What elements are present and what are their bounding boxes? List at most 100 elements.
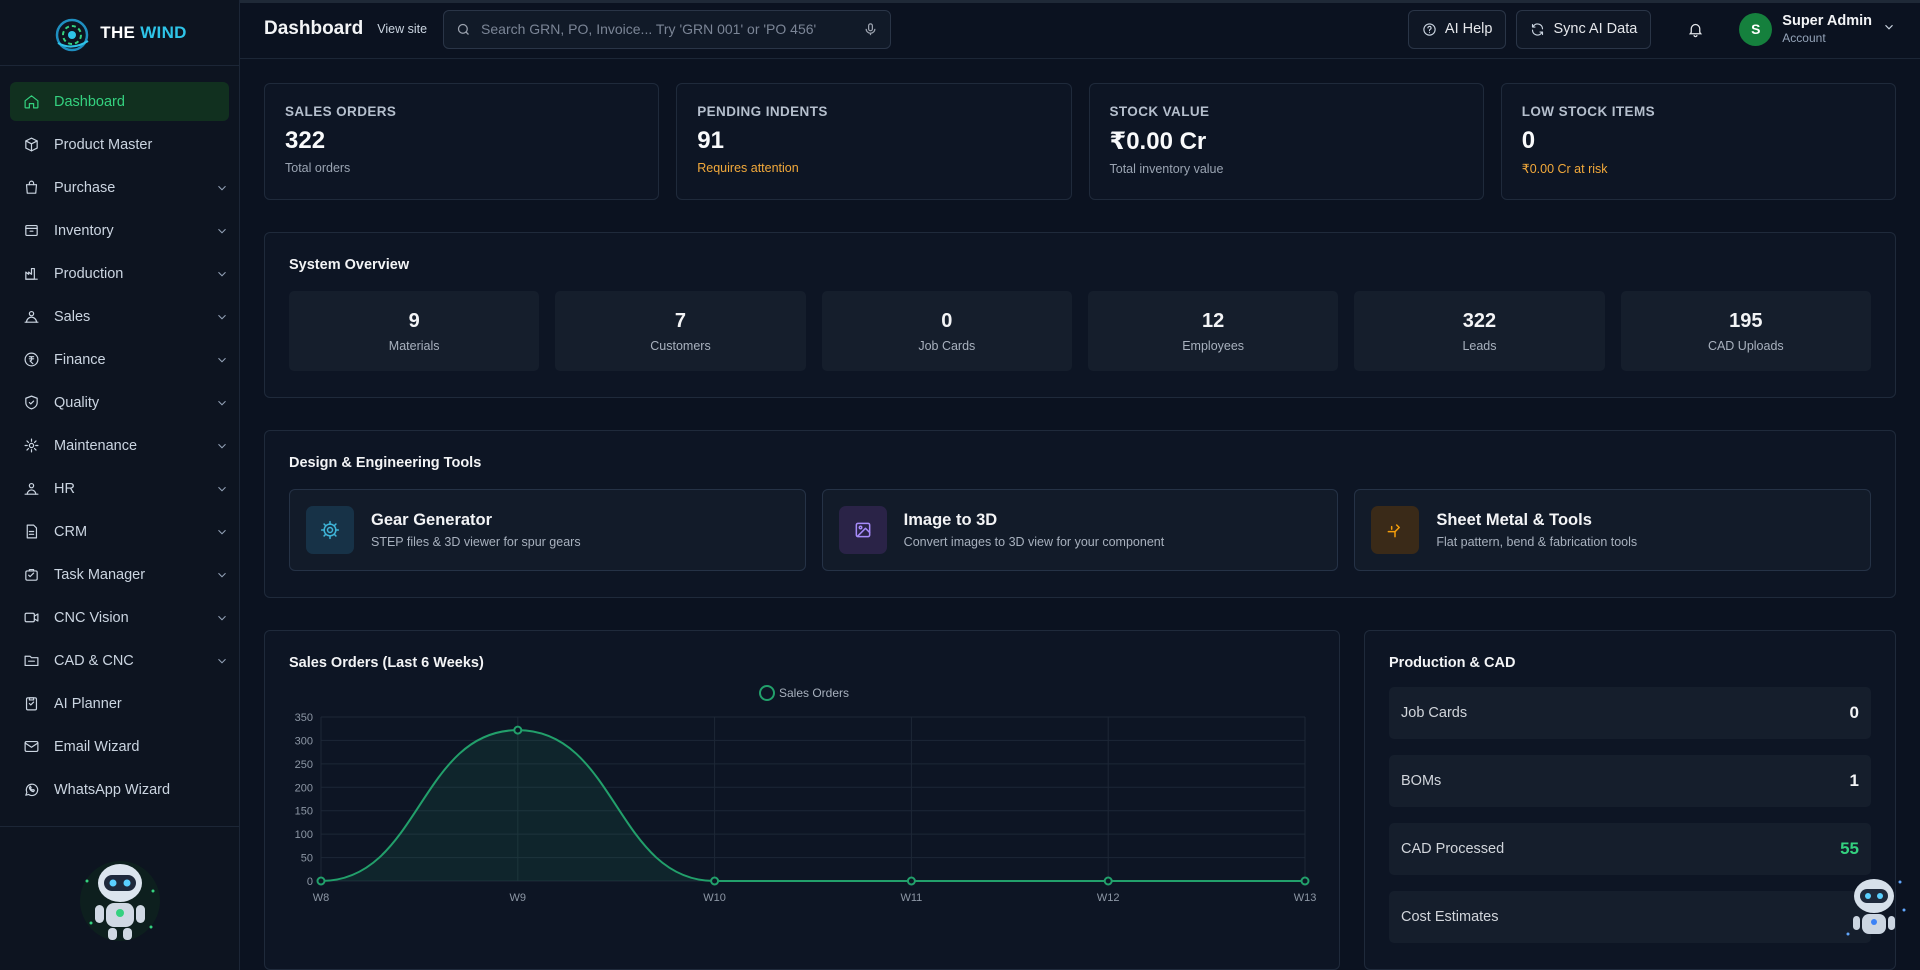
chevron-down-icon: [215, 654, 229, 668]
clipboard-icon: [22, 695, 40, 713]
stat-label: STOCK VALUE: [1109, 104, 1210, 119]
data-point: [1300, 876, 1310, 886]
tool-card-sheet-metal-tools[interactable]: Sheet Metal & Tools Flat pattern, bend & …: [1354, 489, 1872, 571]
x-tick-label: W9: [510, 892, 527, 904]
chevron-down-icon: [215, 439, 229, 453]
stat-card[interactable]: STOCK VALUE ₹0.00 Cr Total inventory value: [1088, 83, 1484, 200]
overview-label: CAD Uploads: [1707, 338, 1784, 353]
sidebar-item-cad-cnc[interactable]: CAD & CNC: [10, 641, 229, 680]
notifications-button[interactable]: [1675, 10, 1715, 49]
sidebar-item-production[interactable]: Production: [10, 254, 229, 293]
brand-name: THE WIND: [100, 23, 187, 42]
sidebar-item-hr[interactable]: HR: [10, 469, 229, 508]
overview-stat[interactable]: 7 Customers: [555, 291, 806, 371]
brand[interactable]: THE WIND: [0, 0, 239, 66]
sidebar-item-ai-planner[interactable]: AI Planner: [10, 684, 229, 723]
production-row[interactable]: Job Cards 0: [1389, 687, 1871, 739]
chevron-down-icon: [215, 396, 229, 410]
sales-chart: 0 50 100 150 200 250 300 350 W8 W9 W10 W11 W12 W13: [295, 712, 1317, 904]
search-box[interactable]: [443, 9, 892, 49]
chevron-down-icon: [215, 310, 229, 324]
overview-stat[interactable]: 9 Materials: [289, 291, 540, 371]
user-role: Account: [1782, 31, 1826, 45]
sidebar-item-label: Quality: [54, 394, 100, 411]
search-input[interactable]: [481, 21, 854, 37]
tool-title: Sheet Metal & Tools: [1436, 511, 1592, 529]
home-icon: [22, 93, 40, 111]
engineering-tools-panel: Design & Engineering Tools Gear Generato…: [264, 430, 1896, 598]
shield-check-icon: [22, 394, 40, 412]
user-name: Super Admin: [1782, 13, 1872, 29]
sidebar-item-crm[interactable]: CRM: [10, 512, 229, 551]
overview-stat[interactable]: 195 CAD Uploads: [1620, 291, 1871, 371]
stat-card[interactable]: LOW STOCK ITEMS 0 ₹0.00 Cr at risk: [1500, 83, 1896, 200]
ai-help-button[interactable]: AI Help: [1407, 9, 1507, 49]
sidebar-item-label: Dashboard: [54, 93, 125, 110]
main-area: Dashboard View site AI Help Sync AI Data: [240, 0, 1920, 970]
user-menu[interactable]: S Super Admin Account: [1739, 12, 1896, 46]
stat-subtitle: Total orders: [285, 161, 351, 175]
chevron-down-icon: [215, 181, 229, 195]
mail-icon: [22, 738, 40, 756]
chart-legend[interactable]: Sales Orders: [759, 685, 849, 701]
sidebar-item-email-wizard[interactable]: Email Wizard: [10, 727, 229, 766]
sidebar-item-product-master[interactable]: Product Master: [10, 125, 229, 164]
overview-stat[interactable]: 12 Employees: [1087, 291, 1339, 371]
system-overview-panel: System Overview 9 Materials 7 Customers 0 Job…: [264, 232, 1896, 398]
bell-icon: [1688, 23, 1702, 37]
y-tick-label: 100: [295, 829, 313, 841]
chevron-down-icon: [215, 482, 229, 496]
sidebar-item-dashboard[interactable]: Dashboard: [10, 82, 229, 121]
sidebar: THE WIND Dashboard Product Master Purchase…: [0, 0, 240, 970]
x-tick-label: W12: [1097, 892, 1120, 904]
production-row[interactable]: Cost Estimates: [1389, 891, 1871, 943]
sidebar-item-quality[interactable]: Quality: [10, 383, 229, 422]
overview-stat[interactable]: 0 Job Cards: [821, 291, 1072, 371]
chevron-down-icon: [215, 353, 229, 367]
users-icon: [22, 480, 40, 498]
ai-help-label: AI Help: [1444, 21, 1493, 37]
overview-value: 195: [1729, 309, 1763, 332]
overview-stat[interactable]: 322 Leads: [1354, 291, 1605, 371]
stat-card[interactable]: SALES ORDERS 322 Total orders: [264, 83, 660, 200]
briefcase-icon: [22, 566, 40, 584]
refresh-icon: [1532, 22, 1544, 36]
chevron-down-icon: [1882, 20, 1896, 39]
sidebar-item-maintenance[interactable]: Maintenance: [10, 426, 229, 465]
topbar: Dashboard View site AI Help Sync AI Data: [240, 0, 1920, 59]
sidebar-item-sales[interactable]: Sales: [10, 297, 229, 336]
tool-card-gear-generator[interactable]: Gear Generator STEP files & 3D viewer for…: [289, 489, 806, 571]
chevron-down-icon: [215, 611, 229, 625]
sidebar-item-label: CRM: [54, 523, 88, 540]
tool-card-image-to-3d[interactable]: Image to 3D Convert images to 3D view for…: [821, 489, 1339, 571]
stat-subtitle: Requires attention: [697, 161, 799, 175]
sales-chart-panel: Sales Orders (Last 6 Weeks) Sales Orders…: [264, 630, 1340, 970]
sidebar-item-label: Product Master: [54, 136, 153, 153]
production-label: Job Cards: [1401, 705, 1468, 721]
sidebar-item-task-manager[interactable]: Task Manager: [10, 555, 229, 594]
sidebar-item-label: Inventory: [54, 222, 114, 239]
tool-description: Convert images to 3D view for your compo…: [903, 535, 1165, 549]
image-icon: [838, 506, 887, 554]
stat-label: SALES ORDERS: [285, 104, 397, 119]
sidebar-item-purchase[interactable]: Purchase: [10, 168, 229, 207]
currency-icon: [22, 351, 40, 369]
sidebar-item-cnc-vision[interactable]: CNC Vision: [10, 598, 229, 637]
sidebar-item-whatsapp-wizard[interactable]: WhatsApp Wizard: [10, 770, 229, 809]
production-row[interactable]: BOMs 1: [1389, 755, 1871, 807]
stat-label: LOW STOCK ITEMS: [1521, 104, 1655, 119]
stat-card[interactable]: PENDING INDENTS 91 Requires attention: [676, 83, 1072, 200]
data-point: [316, 876, 326, 886]
overview-label: Materials: [388, 338, 440, 353]
ai-assistant-button[interactable]: [1840, 870, 1912, 948]
production-row[interactable]: CAD Processed 55: [1389, 823, 1871, 875]
gear-icon: [306, 506, 354, 554]
view-site-link[interactable]: View site: [377, 22, 428, 36]
sidebar-item-finance[interactable]: Finance: [10, 340, 229, 379]
stat-subtitle: Total inventory value: [1109, 162, 1224, 176]
sync-ai-data-button[interactable]: Sync AI Data: [1516, 9, 1652, 49]
microphone-icon[interactable]: [863, 22, 878, 37]
brand-logo-icon: [56, 18, 89, 51]
stat-value: 0: [1521, 127, 1536, 154]
sidebar-item-inventory[interactable]: Inventory: [10, 211, 229, 250]
